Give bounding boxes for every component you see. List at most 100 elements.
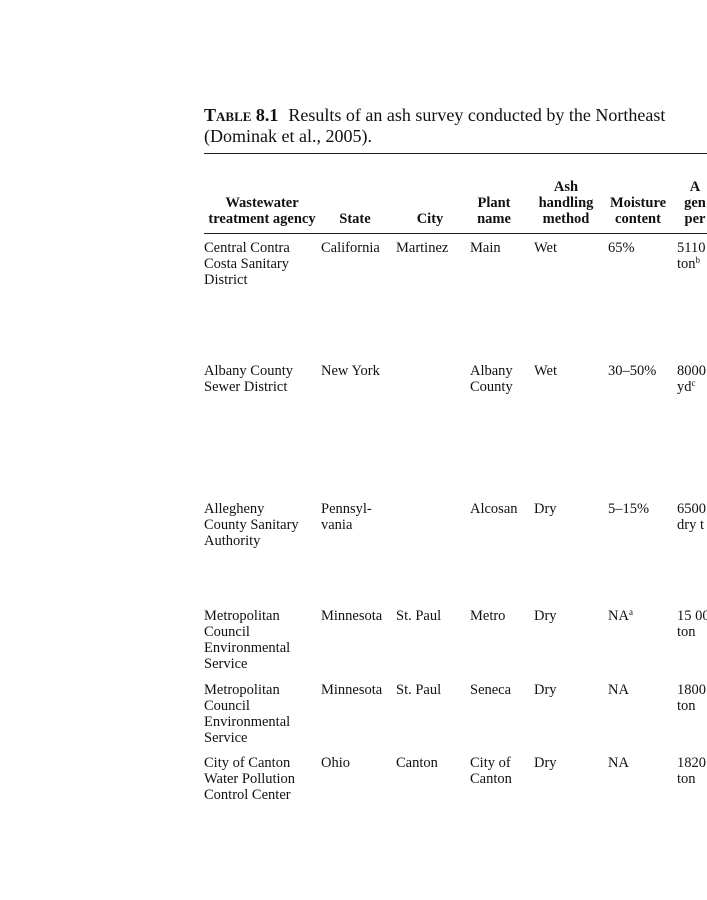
table-cell: City of Canton xyxy=(470,755,512,787)
cell-text: yd xyxy=(677,379,692,395)
cell-line: 65% xyxy=(608,240,635,256)
table-cell: 8000 ydc xyxy=(677,363,706,395)
cell-line: County xyxy=(470,379,513,395)
table-cell: Wet xyxy=(534,240,557,256)
cell-line: Central Contra xyxy=(204,240,290,256)
cell-line: vania xyxy=(321,517,353,533)
cell-line: ton xyxy=(677,698,696,714)
cell-line: St. Paul xyxy=(396,608,442,624)
cell-line: Wet xyxy=(534,240,557,256)
top-rule xyxy=(204,153,707,154)
cell-line: Service xyxy=(204,730,248,746)
table-cell: 1820 ton xyxy=(677,755,706,787)
cell-line: St. Paul xyxy=(396,682,442,698)
cell-line: Dry xyxy=(534,682,557,698)
cell-line: Plant xyxy=(477,195,511,211)
cell-line: Minnesota xyxy=(321,682,383,698)
table-cell: Canton xyxy=(396,755,438,771)
cell-line: 15 00 xyxy=(677,608,707,624)
cell-line: Metro xyxy=(470,608,506,624)
cell-line: Metropolitan xyxy=(204,682,280,698)
footnote-mark: a xyxy=(628,607,633,617)
table-cell: Main xyxy=(470,240,501,256)
cell-line: Metropolitan xyxy=(204,608,280,624)
cell-line: ton xyxy=(677,624,696,640)
cell-line: NA xyxy=(608,682,629,698)
cell-line: Minnesota xyxy=(321,608,383,624)
table-cell: Dry xyxy=(534,501,557,517)
cell-line: Alcosan xyxy=(470,501,518,517)
table-cell: Seneca xyxy=(470,682,511,698)
table-cell: Ohio xyxy=(321,755,350,771)
cell-line: A xyxy=(689,179,701,195)
table-cell: NA xyxy=(608,755,629,771)
cell-line: dry t xyxy=(677,517,704,533)
cell-line: California xyxy=(321,240,380,256)
table-cell: St. Paul xyxy=(396,608,441,624)
cell-line: Wastewater xyxy=(225,195,299,211)
table-cell: 5–15% xyxy=(608,501,649,517)
cell-line: Environmental xyxy=(204,714,291,730)
cell-line: handling xyxy=(538,195,594,211)
table-cell: Metro xyxy=(470,608,505,624)
cell-line: name xyxy=(477,211,511,227)
cell-line: Canton xyxy=(470,771,512,787)
cell-line: 30–50% xyxy=(608,363,657,379)
table-cell: Minnesota xyxy=(321,608,382,624)
table-cell: Minnesota xyxy=(321,682,382,698)
cell-line: Dry xyxy=(534,755,557,771)
table-cell: 1800 ton xyxy=(677,682,706,714)
table-cell: 30–50% xyxy=(608,363,656,379)
header-cell: State xyxy=(295,211,415,227)
cell-line: Water Pollution xyxy=(204,771,296,787)
cell-line: ydc xyxy=(677,378,706,396)
cell-line: City of Canton xyxy=(204,755,291,771)
cell-line: Albany County xyxy=(204,363,294,379)
cell-line: ton xyxy=(677,771,696,787)
table-cell: Metropolitan Council Environmental Service xyxy=(204,608,290,672)
caption-text: Results of an ash survey conducted by th… xyxy=(288,105,666,125)
cell-line: Sewer District xyxy=(204,379,288,395)
table-cell: Alcosan xyxy=(470,501,518,517)
cell-line: District xyxy=(204,272,248,288)
cell-line: City of xyxy=(470,755,511,771)
cell-line: 5110 xyxy=(677,240,706,256)
table-cell: New York xyxy=(321,363,380,379)
cell-line: Seneca xyxy=(470,682,512,698)
footnote-mark: c xyxy=(691,378,696,388)
caption-source: (Dominak et al., 2005). xyxy=(204,126,372,146)
table-cell: 5110 tonb xyxy=(677,240,705,272)
cell-text: NA xyxy=(608,608,629,624)
cell-line: Ohio xyxy=(321,755,350,771)
cell-line: State xyxy=(339,211,371,227)
cell-line: Environmental xyxy=(204,640,291,656)
cell-text: ton xyxy=(677,256,696,272)
table-cell: NAa xyxy=(608,607,633,625)
table-cell: Albany County Sewer District xyxy=(204,363,293,395)
table-cell: Pennsyl-vania xyxy=(321,501,372,533)
table-cell: Dry xyxy=(534,682,557,698)
table-cell: Metropolitan Council Environmental Service xyxy=(204,682,290,746)
cell-line: Service xyxy=(204,656,248,672)
cell-line: Council xyxy=(204,698,250,714)
cell-line: Dry xyxy=(534,501,557,517)
cell-line: Authority xyxy=(204,533,261,549)
cell-line: content xyxy=(615,211,661,227)
cell-line: Council xyxy=(204,624,250,640)
header-cell: Wastewater treatment agency xyxy=(202,195,322,227)
cell-line: 1800 xyxy=(677,682,706,698)
cell-line: Main xyxy=(470,240,501,256)
table-cell: Albany County xyxy=(470,363,513,395)
cell-line: Canton xyxy=(396,755,438,771)
cell-line: Control Center xyxy=(204,787,291,803)
cell-line: method xyxy=(542,211,590,227)
cell-line: Moisture xyxy=(609,195,667,211)
cell-line: Albany xyxy=(470,363,513,379)
table-cell: NA xyxy=(608,682,629,698)
header-cell: Moisture content xyxy=(578,195,698,227)
header-cell: City xyxy=(370,211,490,227)
cell-line: 8000 xyxy=(677,363,706,379)
cell-line: 1820 xyxy=(677,755,706,771)
cell-line: Costa Sanitary xyxy=(204,256,289,272)
